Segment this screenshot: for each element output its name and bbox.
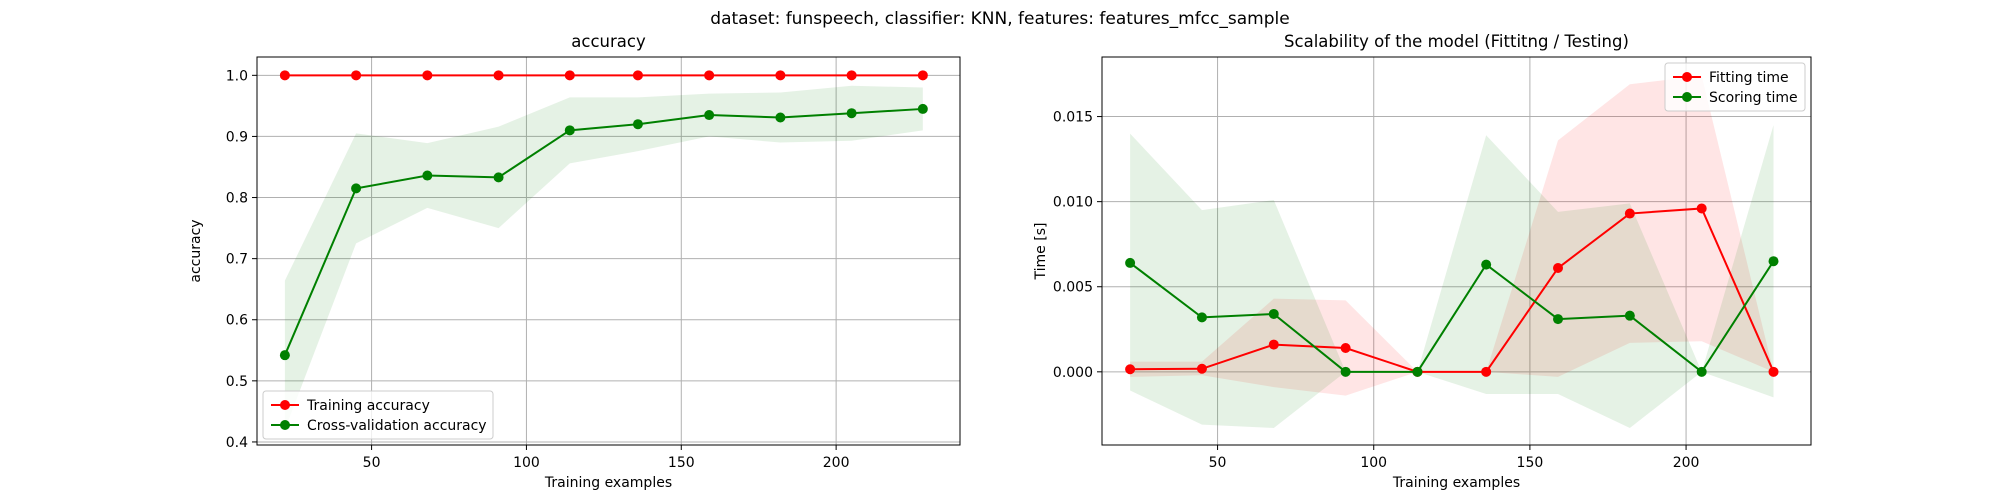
y-axis-label: Time [s]	[1033, 223, 1049, 281]
x-tick-label: 50	[1209, 455, 1227, 471]
data-point	[1624, 310, 1635, 321]
data-point	[1553, 314, 1564, 325]
y-tick-label: 0.000	[1053, 365, 1093, 381]
data-point	[1196, 312, 1207, 323]
data-point	[1624, 208, 1635, 219]
legend: Training accuracy Cross-validation accura…	[262, 390, 494, 440]
data-point	[564, 125, 575, 136]
scalability-chart: 50 100 150 200 0.000 0.005 0.010 0.015 Scalabili…	[1033, 32, 1812, 491]
data-point	[1340, 343, 1351, 353]
y-tick-label: 0.6	[226, 313, 248, 329]
data-point	[493, 70, 504, 81]
legend: Fitting time Scoring time	[1664, 62, 1806, 112]
series-line-0	[1130, 207, 1775, 373]
data-point	[1268, 308, 1279, 319]
data-point	[1768, 366, 1779, 377]
data-point	[1553, 263, 1564, 274]
x-axis-label: Training examples	[1392, 475, 1520, 491]
legend-box	[1664, 62, 1806, 112]
data-point	[1125, 257, 1136, 268]
axes-frame	[256, 56, 961, 446]
data-point	[1696, 203, 1707, 214]
series-line-1	[1129, 260, 1775, 374]
data-point	[1412, 366, 1423, 377]
data-point	[917, 103, 928, 114]
y-tick-label: 0.9	[226, 129, 248, 145]
data-point	[1481, 366, 1492, 377]
data-point	[564, 70, 575, 81]
data-point	[1125, 364, 1136, 375]
legend-label: Scoring time	[1709, 90, 1798, 106]
accuracy-chart: 50 100 150 200 0.4 0.5 0.6 0.7 0.8 0.9 1.0 accuracy…	[188, 32, 961, 491]
y-tick-label: 0.8	[226, 191, 248, 207]
y-tick-label: 0.7	[226, 252, 248, 268]
data-point	[1196, 363, 1207, 374]
chart-title: accuracy	[571, 32, 646, 51]
x-tick-label: 200	[823, 455, 850, 471]
data-point	[493, 172, 504, 183]
legend-marker	[280, 400, 290, 410]
data-point	[775, 70, 786, 81]
y-tick-label: 0.4	[226, 435, 248, 451]
data-point	[422, 170, 433, 181]
data-point	[632, 119, 643, 130]
axes-frame	[1101, 56, 1812, 446]
legend-marker	[1682, 92, 1692, 102]
data-point	[1768, 256, 1779, 267]
y-tick-label: 0.015	[1053, 110, 1093, 126]
data-point	[917, 70, 928, 81]
data-point	[1696, 366, 1707, 377]
legend-box	[262, 390, 494, 440]
data-point	[351, 70, 362, 81]
legend-label: Fitting time	[1709, 70, 1789, 86]
data-point	[351, 183, 362, 194]
x-tick-label: 150	[668, 455, 695, 471]
data-point	[846, 70, 857, 81]
x-tick-label: 150	[1517, 455, 1544, 471]
data-point	[704, 70, 715, 81]
y-tick-label: 0.010	[1053, 195, 1093, 211]
y-tick-label: 0.005	[1053, 280, 1093, 296]
data-point	[632, 70, 643, 81]
data-point	[279, 70, 290, 81]
chart-title: Scalability of the model (Fittitng / Tes…	[1284, 32, 1629, 51]
y-tick-label: 0.5	[226, 374, 248, 390]
y-axis-label: accuracy	[188, 219, 204, 282]
data-point	[1268, 339, 1279, 350]
legend-marker	[1682, 72, 1692, 82]
series-line-1	[283, 107, 923, 356]
data-point	[1340, 366, 1351, 377]
x-tick-label: 200	[1673, 455, 1700, 471]
series-band-1	[1130, 125, 1774, 428]
data-point	[422, 70, 433, 81]
data-point	[1481, 259, 1492, 270]
data-point	[704, 110, 715, 121]
legend-label: Cross-validation accuracy	[307, 418, 487, 434]
data-point	[846, 108, 857, 119]
series-band-1	[284, 85, 923, 430]
x-tick-label: 100	[513, 455, 540, 471]
data-point	[279, 350, 290, 361]
x-axis-label: Training examples	[544, 475, 672, 491]
y-tick-label: 1.0	[226, 68, 248, 84]
legend-marker	[280, 420, 290, 430]
x-tick-label: 50	[363, 455, 381, 471]
x-tick-label: 100	[1360, 455, 1387, 471]
data-point	[775, 112, 786, 123]
figure-suptitle: dataset: funspeech, classifier: KNN, fea…	[710, 9, 1289, 29]
legend-label: Training accuracy	[306, 398, 430, 414]
